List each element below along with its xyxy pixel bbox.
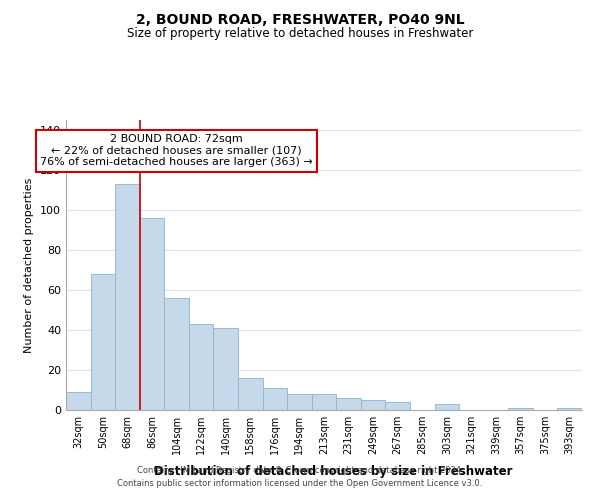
- Y-axis label: Number of detached properties: Number of detached properties: [25, 178, 34, 352]
- Bar: [361, 400, 385, 410]
- Bar: [385, 402, 410, 410]
- Text: Size of property relative to detached houses in Freshwater: Size of property relative to detached ho…: [127, 28, 473, 40]
- Bar: [115, 184, 140, 410]
- Bar: [312, 394, 336, 410]
- Text: 2 BOUND ROAD: 72sqm
← 22% of detached houses are smaller (107)
76% of semi-detac: 2 BOUND ROAD: 72sqm ← 22% of detached ho…: [40, 134, 313, 167]
- Bar: [66, 392, 91, 410]
- Bar: [140, 218, 164, 410]
- Bar: [263, 388, 287, 410]
- Bar: [336, 398, 361, 410]
- Bar: [557, 408, 582, 410]
- Bar: [434, 404, 459, 410]
- Bar: [238, 378, 263, 410]
- Bar: [214, 328, 238, 410]
- Text: 2, BOUND ROAD, FRESHWATER, PO40 9NL: 2, BOUND ROAD, FRESHWATER, PO40 9NL: [136, 12, 464, 26]
- Bar: [189, 324, 214, 410]
- Text: Contains HM Land Registry data © Crown copyright and database right 2024.
Contai: Contains HM Land Registry data © Crown c…: [118, 466, 482, 487]
- Text: Distribution of detached houses by size in Freshwater: Distribution of detached houses by size …: [154, 464, 512, 477]
- Bar: [287, 394, 312, 410]
- Bar: [508, 408, 533, 410]
- Bar: [91, 274, 115, 410]
- Bar: [164, 298, 189, 410]
